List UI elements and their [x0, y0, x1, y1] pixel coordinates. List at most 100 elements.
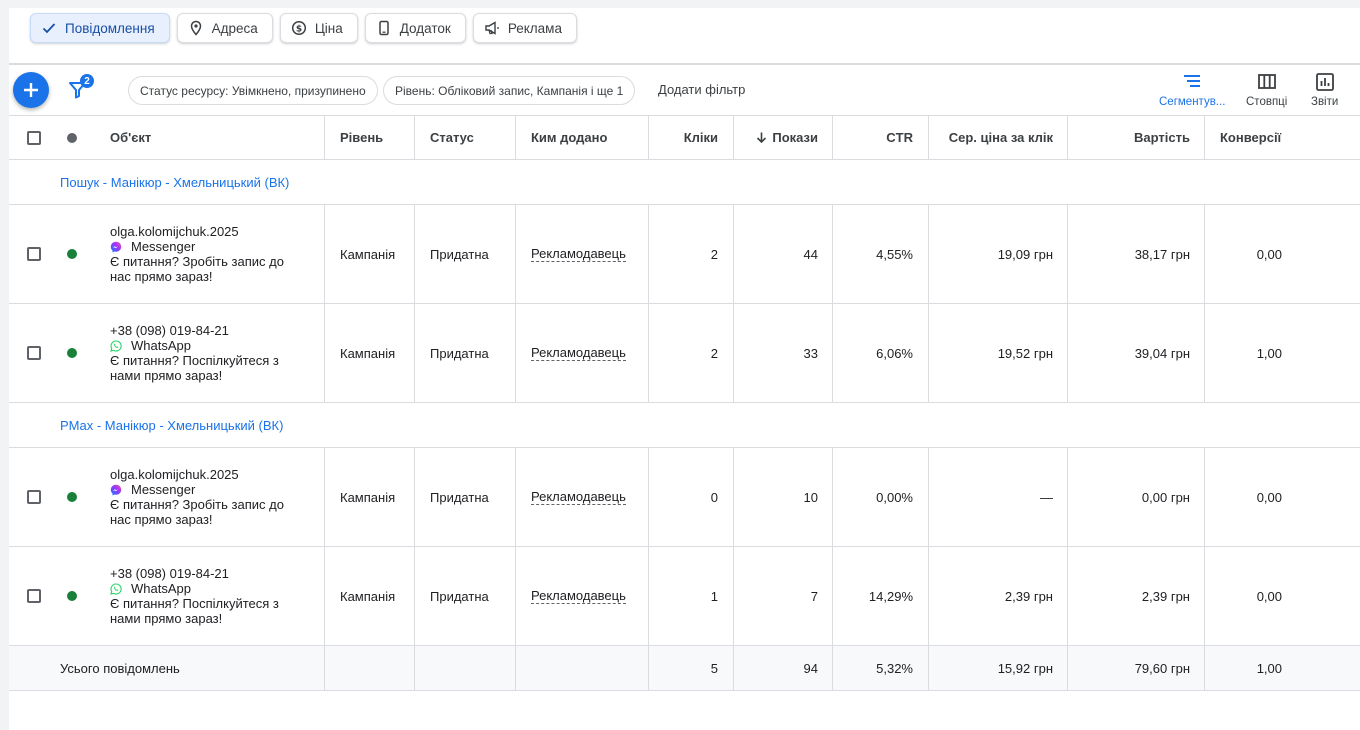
columns-icon: [1257, 74, 1276, 89]
impressions-cell: 33: [733, 304, 832, 402]
chip-label: Адреса: [211, 20, 258, 36]
avg-cpc-cell: 19,52 грн: [928, 304, 1067, 402]
col-object[interactable]: Об'єкт: [110, 130, 152, 145]
object-channel: WhatsApp: [110, 338, 191, 353]
ctr-cell: 0,00%: [832, 448, 928, 546]
object-cell[interactable]: olga.kolomijchuk.2025 Messenger Є питанн…: [110, 205, 324, 303]
reports-icon: [1315, 73, 1334, 91]
reports-button[interactable]: Звіти: [1311, 71, 1338, 108]
select-all-checkbox[interactable]: [27, 116, 41, 159]
total-row: Усього повідомлень 5 94 5,32% 15,92 грн …: [9, 646, 1360, 691]
campaign-link[interactable]: Пошук - Манікюр - Хмельницький (ВК): [60, 174, 290, 190]
status-cell: Придатна: [414, 547, 515, 645]
level-cell: Кампанія: [324, 448, 414, 546]
row-checkbox[interactable]: [27, 205, 41, 303]
sort-desc-icon: [757, 132, 767, 144]
added-by-value[interactable]: Рекламодавець: [531, 489, 626, 505]
row-checkbox[interactable]: [27, 448, 41, 546]
chip-label: Ціна: [314, 20, 343, 36]
chip-ad[interactable]: Реклама: [472, 13, 577, 43]
col-ctr[interactable]: CTR: [832, 116, 928, 159]
object-text-2: нами прямо зараз!: [110, 368, 223, 383]
clicks-cell: 1: [648, 547, 733, 645]
table-body: Пошук - Манікюр - Хмельницький (ВК) olga…: [9, 160, 1360, 646]
table-header: Об'єкт Рівень Статус Ким додано Кліки По…: [9, 115, 1360, 160]
ctr-cell: 14,29%: [832, 547, 928, 645]
cost-cell: 39,04 грн: [1067, 304, 1204, 402]
added-by-value[interactable]: Рекламодавець: [531, 345, 626, 361]
add-filter-button[interactable]: Додати фільтр: [658, 82, 746, 97]
object-channel: Messenger: [110, 482, 195, 497]
messenger-icon: [110, 241, 122, 252]
filter-chip-status[interactable]: Статус ресурсу: Увімкнено, призупинено: [128, 76, 378, 105]
col-added-by[interactable]: Ким додано: [515, 116, 648, 159]
object-title: olga.kolomijchuk.2025: [110, 224, 239, 239]
table-row: +38 (098) 019-84-21 WhatsApp Є питання? …: [9, 304, 1360, 403]
status-cell: Придатна: [414, 205, 515, 303]
total-clicks: 5: [648, 646, 733, 690]
phone-icon: [379, 20, 389, 36]
object-text-1: Є питання? Поспілкуйтеся з: [110, 353, 279, 368]
object-text-1: Є питання? Зробіть запис до: [110, 254, 284, 269]
total-label: Усього повідомлень: [60, 660, 180, 676]
row-checkbox[interactable]: [27, 304, 41, 402]
megaphone-icon: [485, 21, 499, 35]
segment-label: Сегментув...: [1159, 96, 1226, 108]
chip-price[interactable]: $ Ціна: [279, 13, 358, 43]
campaign-link[interactable]: PMax - Манікюр - Хмельницький (ВК): [60, 417, 284, 433]
object-text-1: Є питання? Зробіть запис до: [110, 497, 284, 512]
columns-button[interactable]: Стовпці: [1246, 71, 1287, 108]
cost-cell: 2,39 грн: [1067, 547, 1204, 645]
col-level[interactable]: Рівень: [324, 116, 414, 159]
filter-chip-level[interactable]: Рівень: Обліковий запис, Кампанія і ще 1: [383, 76, 636, 105]
col-impressions[interactable]: Покази: [733, 116, 832, 159]
object-cell[interactable]: +38 (098) 019-84-21 WhatsApp Є питання? …: [110, 547, 324, 645]
channel-label: WhatsApp: [131, 581, 191, 596]
chip-label: Повідомлення: [65, 20, 155, 36]
col-status[interactable]: Статус: [414, 116, 515, 159]
total-ctr: 5,32%: [832, 646, 928, 690]
price-icon: $: [291, 20, 306, 36]
object-cell[interactable]: olga.kolomijchuk.2025 Messenger Є питанн…: [110, 448, 324, 546]
chip-address[interactable]: Адреса: [176, 13, 273, 43]
plus-icon: [24, 83, 38, 97]
chip-label: Додаток: [399, 20, 451, 36]
segment-icon: [1184, 75, 1201, 87]
col-cost[interactable]: Вартість: [1067, 116, 1204, 159]
col-clicks[interactable]: Кліки: [648, 116, 733, 159]
total-conversions: 1,00: [1204, 646, 1282, 690]
added-by-cell: Рекламодавець: [515, 448, 648, 546]
col-avg-cpc[interactable]: Сер. ціна за клік: [928, 116, 1067, 159]
row-checkbox[interactable]: [27, 547, 41, 645]
channel-label: Messenger: [131, 482, 196, 497]
total-impressions: 94: [733, 646, 832, 690]
object-text-2: нас прямо зараз!: [110, 269, 213, 284]
campaign-group-row: PMax - Манікюр - Хмельницький (ВК): [9, 403, 1360, 448]
ctr-cell: 6,06%: [832, 304, 928, 402]
chip-messages[interactable]: Повідомлення: [30, 13, 170, 43]
col-conversions[interactable]: Конверсії: [1204, 116, 1360, 159]
object-text-2: нами прямо зараз!: [110, 611, 223, 626]
avg-cpc-cell: —: [928, 448, 1067, 546]
status-dot: [67, 448, 77, 546]
clicks-cell: 2: [648, 304, 733, 402]
status-dot: [67, 547, 77, 645]
object-title: +38 (098) 019-84-21: [110, 323, 229, 338]
reports-label: Звіти: [1311, 96, 1339, 108]
added-by-value[interactable]: Рекламодавець: [531, 246, 626, 262]
chip-app[interactable]: Додаток: [364, 13, 466, 43]
chip-label: Реклама: [507, 20, 562, 36]
page: Повідомлення Адреса $ Ціна Додаток Рекла…: [9, 8, 1360, 730]
object-cell[interactable]: +38 (098) 019-84-21 WhatsApp Є питання? …: [110, 304, 324, 402]
total-level-cell: [324, 646, 414, 690]
segment-button[interactable]: Сегментув...: [1159, 71, 1225, 108]
table-row: olga.kolomijchuk.2025 Messenger Є питанн…: [9, 448, 1360, 547]
status-cell: Придатна: [414, 448, 515, 546]
add-button[interactable]: [13, 72, 49, 108]
ctr-cell: 4,55%: [832, 205, 928, 303]
level-cell: Кампанія: [324, 205, 414, 303]
added-by-value[interactable]: Рекламодавець: [531, 588, 626, 604]
total-avg-cpc: 15,92 грн: [928, 646, 1067, 690]
conversions-cell: 1,00: [1204, 304, 1282, 402]
object-text-2: нас прямо зараз!: [110, 512, 213, 527]
